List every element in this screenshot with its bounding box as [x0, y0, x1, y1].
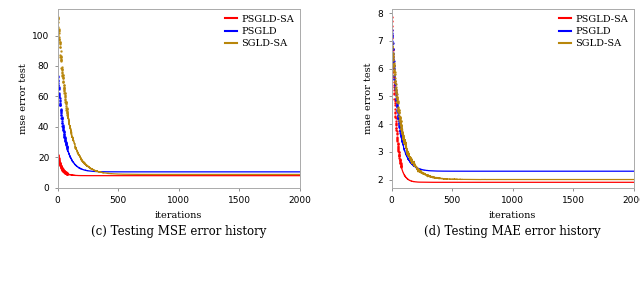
SGLD-SA [63, 111, 71, 115]
SGLD-SA [552, 178, 559, 181]
PSGLD [552, 169, 559, 173]
SGLD-SA [397, 121, 405, 124]
SGLD-SA [630, 178, 637, 181]
X-axis label: iterations: iterations [155, 211, 202, 220]
PSGLD [513, 169, 520, 173]
PSGLD [104, 170, 112, 173]
PSGLD [296, 170, 303, 174]
PSGLD-SA [66, 173, 74, 177]
SGLD-SA [218, 173, 225, 176]
PSGLD [630, 169, 637, 173]
PSGLD [400, 147, 408, 150]
Text: (c) Testing MSE error history: (c) Testing MSE error history [91, 225, 266, 238]
SGLD-SA [513, 178, 520, 181]
SGLD-SA [397, 127, 405, 131]
SGLD-SA [563, 178, 570, 181]
Text: (d) Testing MAE error history: (d) Testing MAE error history [424, 225, 601, 238]
SGLD-SA [64, 110, 72, 114]
Y-axis label: mse error test: mse error test [19, 63, 28, 134]
SGLD-SA [228, 173, 236, 176]
PSGLD-SA [105, 174, 113, 177]
PSGLD [218, 170, 225, 174]
SGLD-SA [231, 173, 239, 176]
PSGLD [438, 169, 446, 173]
PSGLD [63, 147, 71, 151]
SGLD-SA [400, 142, 408, 146]
SGLD-SA [438, 177, 446, 180]
PSGLD-SA [179, 174, 186, 177]
SGLD-SA [296, 173, 303, 176]
Line: PSGLD: PSGLD [67, 149, 300, 172]
PSGLD-SA [86, 174, 93, 177]
PSGLD-SA [563, 181, 570, 184]
SGLD-SA [236, 173, 244, 176]
PSGLD-SA [513, 181, 520, 184]
Legend: PSGLD-SA, PSGLD, SGLD-SA: PSGLD-SA, PSGLD, SGLD-SA [556, 11, 632, 52]
PSGLD-SA [232, 174, 239, 177]
PSGLD [193, 170, 201, 174]
Legend: PSGLD-SA, PSGLD, SGLD-SA: PSGLD-SA, PSGLD, SGLD-SA [221, 11, 298, 52]
PSGLD-SA [440, 181, 448, 184]
PSGLD [563, 169, 570, 173]
PSGLD [397, 134, 405, 138]
PSGLD [228, 170, 236, 174]
SGLD-SA [66, 124, 74, 127]
PSGLD [231, 170, 239, 174]
Line: PSGLD-SA: PSGLD-SA [401, 166, 634, 182]
PSGLD-SA [565, 181, 573, 184]
PSGLD [179, 170, 186, 174]
PSGLD-SA [400, 173, 408, 176]
Line: PSGLD: PSGLD [401, 136, 634, 171]
PSGLD-SA [630, 181, 637, 184]
Line: PSGLD-SA: PSGLD-SA [67, 174, 300, 176]
PSGLD-SA [296, 174, 303, 177]
SGLD-SA [565, 178, 573, 181]
Line: SGLD-SA: SGLD-SA [67, 112, 300, 175]
Line: SGLD-SA: SGLD-SA [401, 122, 634, 179]
PSGLD [533, 169, 541, 173]
PSGLD [565, 169, 573, 173]
PSGLD-SA [218, 174, 226, 177]
PSGLD-SA [229, 174, 237, 177]
PSGLD-SA [438, 181, 446, 184]
PSGLD-SA [397, 165, 405, 168]
PSGLD-SA [552, 181, 559, 184]
SGLD-SA [477, 178, 484, 181]
PSGLD [66, 155, 74, 158]
SGLD-SA [104, 172, 112, 175]
Y-axis label: mae error test: mae error test [364, 62, 373, 134]
PSGLD-SA [64, 172, 72, 175]
X-axis label: iterations: iterations [489, 211, 536, 220]
PSGLD-SA [63, 172, 71, 176]
SGLD-SA [179, 173, 186, 176]
